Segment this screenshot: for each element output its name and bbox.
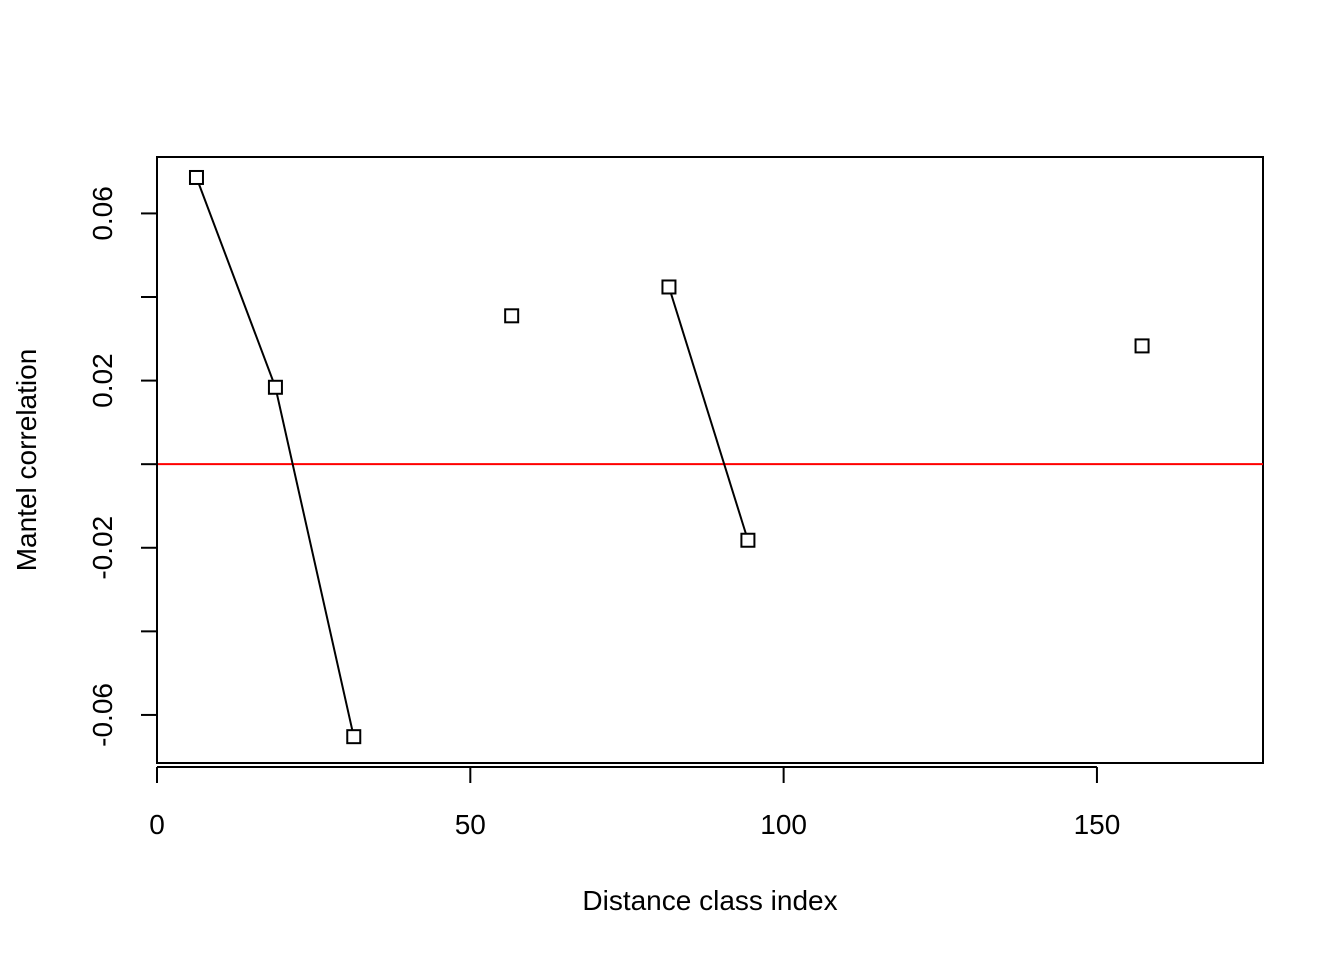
plot-frame [156,156,1264,764]
x-tick-label: 0 [149,809,165,840]
x-tick-label: 150 [1074,809,1121,840]
points-layer [188,169,1150,745]
data-point-1 [188,169,204,185]
data-point-3 [346,729,362,745]
series-line-1 [195,177,355,737]
x-tick-label: 100 [760,809,807,840]
y-tick-label: 0.02 [87,353,118,408]
y-axis-label: Mantel correlation [11,349,42,572]
x-axis-label: Distance class index [582,885,837,916]
y-tick-label: -0.02 [87,516,118,580]
data-point-4 [504,308,520,324]
series-line-2 [668,286,749,541]
data-point-2 [267,379,283,395]
y-tick-label: -0.06 [87,683,118,747]
y-tick-label: 0.06 [87,186,118,241]
x-tick-label: 50 [455,809,486,840]
y-axis: -0.06 -0.02 0.02 0.06 [87,186,158,747]
x-axis: 0 50 100 150 [149,766,1121,840]
data-point-7 [1134,338,1150,354]
series-lines-layer [195,177,749,737]
data-point-5 [661,279,677,295]
data-point-6 [740,532,756,548]
